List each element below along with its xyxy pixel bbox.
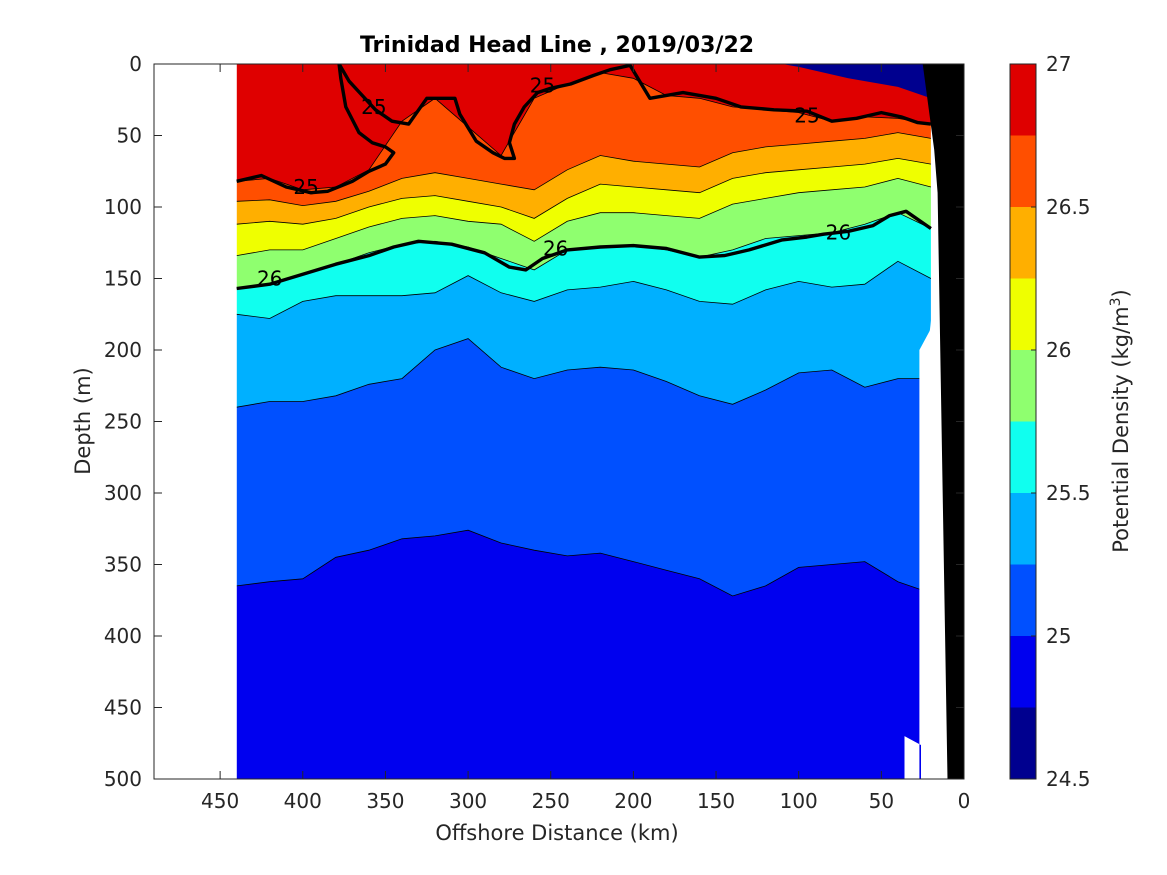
y-tick-label: 500: [104, 767, 142, 791]
isopycnal-label: 25: [530, 73, 555, 97]
colorbar-segment: [1010, 564, 1036, 636]
colorbar-tick-label: 27: [1046, 52, 1071, 76]
y-tick-label: 300: [104, 481, 142, 505]
y-tick-label: 200: [104, 338, 142, 362]
colorbar-segment: [1010, 135, 1036, 207]
density-band: [236, 338, 931, 596]
density-band: [236, 178, 931, 289]
isopycnal-line: [236, 209, 932, 291]
isopycnal-label: 26: [257, 267, 282, 291]
y-tick-label: 0: [129, 52, 142, 76]
isopycnal-label: 25: [293, 175, 318, 199]
x-tick-label: 350: [366, 789, 404, 813]
contour-line: [236, 529, 932, 597]
isopycnal-lines: [236, 64, 932, 291]
density-band: [782, 64, 931, 99]
y-axis: 0 50 100 150 200 250 300 350 400 450 500: [104, 52, 964, 791]
isopycnal-label: 25: [361, 95, 386, 119]
x-axis-label: Offshore Distance (km): [435, 821, 678, 845]
colorbar-segment: [1010, 207, 1036, 279]
density-band: [236, 212, 931, 319]
masks: [154, 64, 964, 779]
y-tick-label: 150: [104, 267, 142, 291]
contour-line: [236, 177, 932, 256]
contour-line: [236, 260, 932, 319]
colorbar-tick-label: 25: [1046, 624, 1071, 648]
y-axis-label: Depth (m): [71, 367, 95, 474]
x-tick-label: 450: [201, 789, 239, 813]
density-band: [236, 132, 931, 225]
isopycnal-labels: 25 25 25 25 26 26 26: [257, 73, 851, 290]
isopycnal-line: [337, 64, 932, 161]
density-bands: [236, 64, 931, 779]
x-tick-label: 200: [614, 789, 652, 813]
contour-line: [236, 157, 931, 225]
x-axis: 450 400 350 300 250 200 150 100 50 0: [201, 64, 970, 813]
colorbar-tick-label: 25.5: [1046, 481, 1091, 505]
bathymetry: [922, 64, 964, 779]
chart-title: Trinidad Head Line , 2019/03/22: [360, 33, 754, 58]
colorbar-label: Potential Density (kg/m3): [1108, 289, 1133, 553]
colorbar-tick-label: 24.5: [1046, 767, 1091, 791]
colorbar-segment: [1010, 278, 1036, 350]
x-tick-label: 0: [958, 789, 971, 813]
y-tick-label: 400: [104, 624, 142, 648]
colorbar-segment: [1010, 636, 1036, 708]
colorbar-segment: [1010, 421, 1036, 493]
colorbar-segment: [1010, 493, 1036, 565]
contour-line: [236, 132, 931, 207]
density-band: [236, 64, 931, 190]
colorbar-segment: [1010, 350, 1036, 422]
colorbar: 24.5 25 25.5 26 26.5 27: [1009, 52, 1091, 791]
plot-area: 25 25 25 25 26 26 26 450 400 350 300 250 200 150 100 5…: [104, 52, 971, 813]
colorbar-segment: [1010, 707, 1036, 779]
colorbar-frame: [1009, 63, 1037, 780]
colorbar-segment: [1010, 64, 1036, 136]
y-tick-label: 100: [104, 195, 142, 219]
density-band: [236, 158, 931, 256]
density-band: [236, 261, 931, 408]
x-tick-label: 50: [869, 789, 894, 813]
y-tick-label: 450: [104, 696, 142, 720]
isopycnal-line: [236, 64, 396, 195]
x-tick-label: 100: [780, 789, 818, 813]
colorbar-tick-label: 26.5: [1046, 195, 1091, 219]
y-tick-label: 50: [117, 124, 142, 148]
no-data-mask: [154, 64, 237, 779]
colorbar-tick-label: 26: [1046, 338, 1071, 362]
x-tick-label: 400: [284, 789, 322, 813]
isopycnal-label: 26: [826, 221, 851, 245]
y-tick-label: 250: [104, 410, 142, 434]
x-tick-label: 250: [532, 789, 570, 813]
density-band: [236, 530, 931, 779]
contour-line: [236, 338, 931, 408]
isopycnal-label: 25: [794, 103, 819, 127]
density-band: [236, 72, 931, 206]
x-tick-label: 150: [697, 789, 735, 813]
no-data-mask: [904, 328, 931, 779]
y-tick-label: 350: [104, 553, 142, 577]
isopycnal-label: 26: [543, 236, 568, 260]
x-tick-label: 300: [449, 789, 487, 813]
